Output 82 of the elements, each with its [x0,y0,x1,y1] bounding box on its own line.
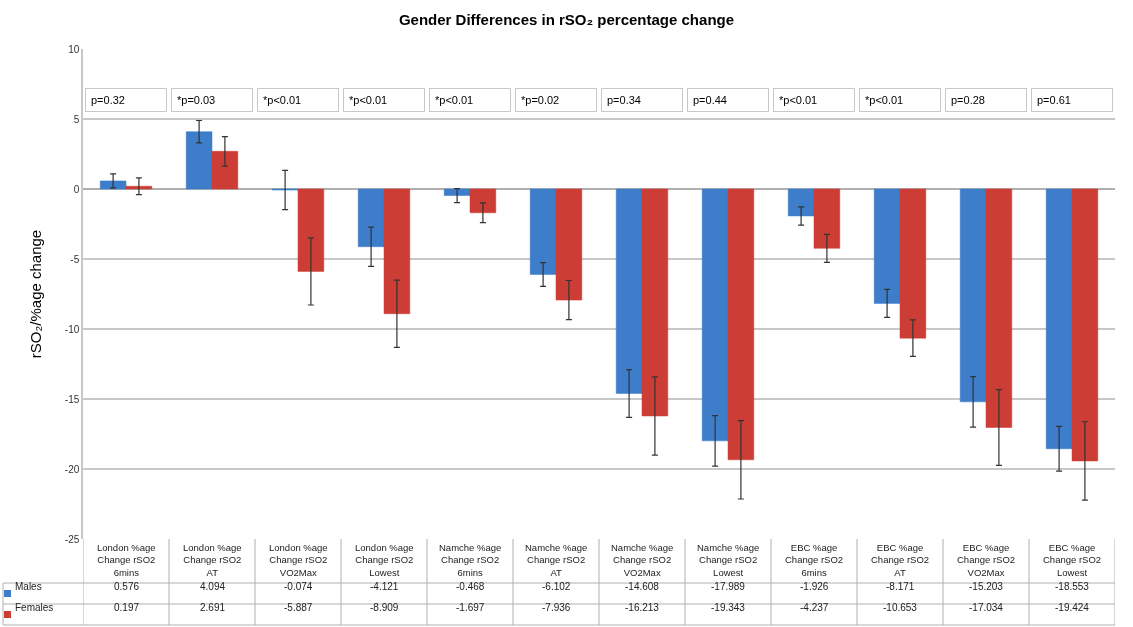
data-label: -14.608 [625,581,660,592]
y-tick-label: -25 [64,533,80,545]
bar [357,188,385,247]
annotation: *p=0.03 [177,94,216,106]
data-label: -16.213 [625,602,660,613]
data-label: -0.074 [284,581,313,592]
bar [1071,188,1099,462]
data-label: -19.424 [1055,602,1090,613]
x-tick-label: Namche %age Change rSO2 6mins [439,542,502,578]
y-tick-label: 5 [73,113,80,125]
annotation: *p<0.01 [779,94,818,106]
x-tick-label: London %age Change rSO2 Lowest [355,542,414,578]
bar [787,188,815,217]
data-label: -4.237 [800,602,829,613]
x-tick-label: EBC %age Change rSO2 AT [871,542,930,578]
y-axis-title: rSO₂/%age change [26,229,44,359]
annotation: p=0.44 [693,94,727,106]
data-label: -8.171 [886,581,915,592]
bar [185,131,213,190]
legend-label: Females [15,602,54,613]
y-tick-label: 0 [73,183,80,195]
x-tick-label: EBC %age Change rSO2 VO2Max [957,542,1016,578]
data-label: -6.102 [542,581,571,592]
y-tick-label: -15 [64,393,80,405]
annotation: p=0.32 [91,94,125,106]
bar [813,188,841,249]
bar [529,188,557,275]
y-tick-label: -20 [64,463,80,475]
x-tick-label: London %age Change rSO2 VO2Max [269,542,328,578]
bar [873,188,901,304]
data-label: -0.468 [456,581,485,592]
annotation: *p<0.01 [263,94,302,106]
data-label: -1.697 [456,602,485,613]
bar [297,188,325,272]
chart-title: Gender Differences in rSO₂ percentage change [398,11,735,29]
bar [383,188,411,314]
x-tick-label: London %age Change rSO2 6mins [97,542,156,578]
x-tick-label: London %age Change rSO2 AT [183,542,242,578]
data-label: -19.343 [711,602,746,613]
annotation: *p<0.01 [349,94,388,106]
x-tick-label: Namche %age Change rSO2 VO2Max [611,542,674,578]
bar [125,185,153,190]
x-tick-label: EBC %age Change rSO2 Lowest [1043,542,1102,578]
data-label: -17.989 [711,581,746,592]
bar [443,188,471,196]
annotation: *p<0.01 [435,94,474,106]
bar [641,188,669,417]
bar [727,188,755,461]
data-label: -17.034 [969,602,1004,613]
annotation: p=0.28 [951,94,985,106]
bar [899,188,927,339]
y-tick-label: -5 [70,253,80,265]
data-label: 0.576 [114,581,140,592]
x-tick-label: Namche %age Change rSO2 AT [525,542,588,578]
bar [701,188,729,442]
x-tick-label: Namche %age Change rSO2 Lowest [697,542,760,578]
data-label: -4.121 [370,581,399,592]
data-label: -10.653 [883,602,918,613]
bar [615,188,643,394]
data-label: -8.909 [370,602,399,613]
data-label: -18.553 [1055,581,1090,592]
data-label: 2.691 [200,602,226,613]
y-tick-label: -10 [64,323,80,335]
annotation: *p=0.02 [521,94,560,106]
x-tick-label: EBC %age Change rSO2 6mins [785,542,844,578]
data-label: 4.094 [200,581,226,592]
data-label: -1.926 [800,581,829,592]
bar [959,188,987,403]
annotation: p=0.61 [1037,94,1071,106]
bar [985,188,1013,428]
data-label: -5.887 [284,602,313,613]
annotation: p=0.34 [607,94,641,106]
data-label: 0.197 [114,602,140,613]
bar [211,151,239,190]
data-label: -7.936 [542,602,571,613]
bar [469,188,497,214]
annotation: *p<0.01 [865,94,904,106]
bar [555,188,583,301]
bar [1045,188,1073,449]
data-label: -15.203 [969,581,1004,592]
y-tick-label: 10 [68,43,80,55]
legend-label: Males [15,581,42,592]
